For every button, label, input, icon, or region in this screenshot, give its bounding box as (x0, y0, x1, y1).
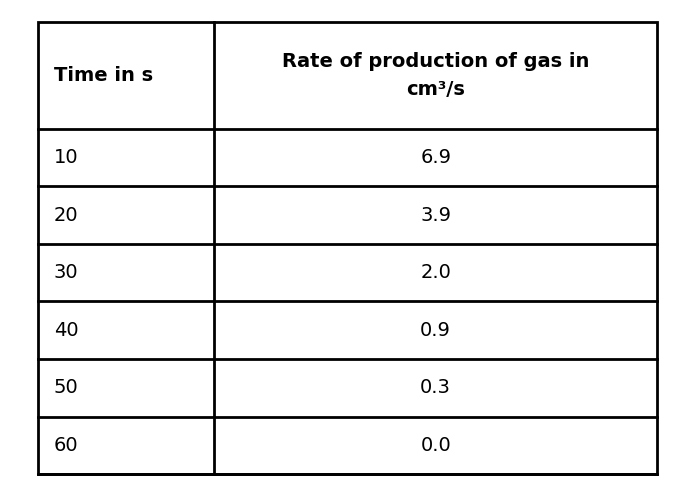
Text: 40: 40 (54, 321, 78, 340)
Text: 0.3: 0.3 (420, 378, 451, 397)
Text: Time in s: Time in s (54, 66, 153, 85)
Text: 30: 30 (54, 263, 78, 282)
Text: 6.9: 6.9 (420, 148, 451, 167)
Text: 2.0: 2.0 (420, 263, 451, 282)
Text: 0.0: 0.0 (420, 436, 451, 455)
Text: cm³/s: cm³/s (406, 80, 465, 99)
Text: 3.9: 3.9 (420, 206, 451, 225)
Text: Rate of production of gas in: Rate of production of gas in (282, 52, 590, 71)
Text: 0.9: 0.9 (420, 321, 451, 340)
Text: 20: 20 (54, 206, 78, 225)
Text: 50: 50 (54, 378, 78, 397)
Bar (38, 22, 657, 474)
Text: 10: 10 (54, 148, 78, 167)
Text: 60: 60 (54, 436, 78, 455)
